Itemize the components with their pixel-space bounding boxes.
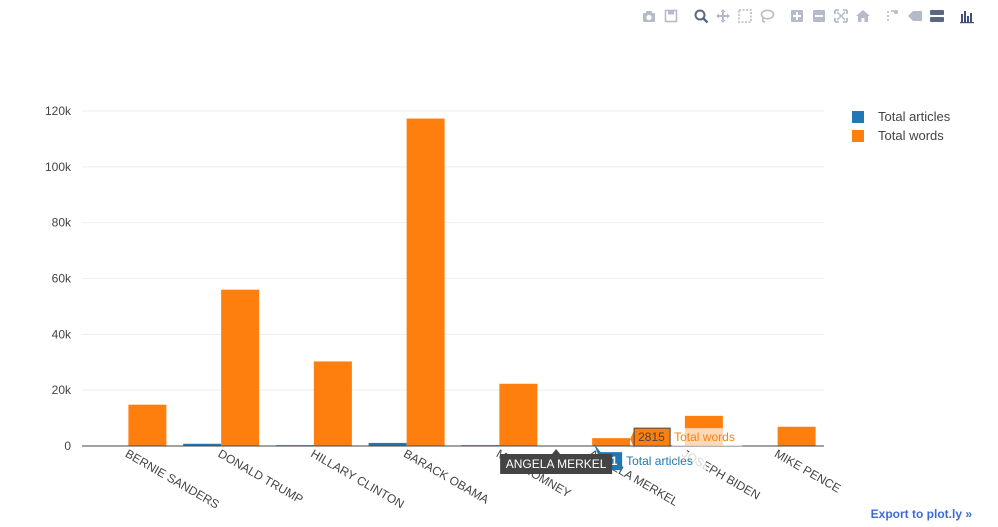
x-tick-label: MIKE PENCE bbox=[772, 446, 843, 495]
legend-label-words: Total words bbox=[878, 128, 944, 143]
legend-swatch-articles bbox=[852, 110, 864, 123]
plotly-logo-button[interactable] bbox=[958, 7, 976, 25]
zoom-in-icon bbox=[791, 10, 803, 22]
bar-words-angela-merkel bbox=[592, 438, 631, 446]
y-tick-label: 60k bbox=[52, 272, 72, 286]
legend: Total articles Total words bbox=[852, 107, 950, 145]
zoom-out-icon bbox=[813, 10, 825, 22]
y-tick-label: 80k bbox=[52, 216, 72, 230]
autoscale-button[interactable] bbox=[832, 7, 850, 25]
x-tick-label: BARACK OBAMA bbox=[401, 446, 491, 506]
modebar-group bbox=[640, 7, 680, 25]
x-tick-label: HILLARY CLINTON bbox=[308, 446, 406, 511]
hover-closest-button[interactable] bbox=[906, 7, 924, 25]
hover-category-pointer bbox=[552, 449, 561, 454]
bar-words-mike-pence bbox=[777, 426, 816, 446]
modebar-group bbox=[788, 7, 872, 25]
lasso-select-icon bbox=[760, 9, 775, 23]
legend-label-articles: Total articles bbox=[878, 109, 951, 124]
zoom-out-button[interactable] bbox=[810, 7, 828, 25]
pan-button[interactable] bbox=[714, 7, 732, 25]
save-icon bbox=[664, 9, 678, 23]
lasso-select-button[interactable] bbox=[758, 7, 776, 25]
camera-icon bbox=[643, 11, 655, 22]
legend-item-total-words[interactable]: Total words bbox=[852, 126, 950, 145]
bar-words-mitt-romney bbox=[499, 383, 538, 446]
zoom-icon bbox=[694, 9, 709, 24]
zoom-in-button[interactable] bbox=[788, 7, 806, 25]
y-tick-label: 0 bbox=[64, 439, 71, 453]
zoom-button[interactable] bbox=[692, 7, 710, 25]
hover-words-pointer bbox=[630, 430, 635, 449]
legend-swatch-words bbox=[852, 129, 864, 142]
legend-item-total-articles[interactable]: Total articles bbox=[852, 107, 950, 126]
save-button[interactable] bbox=[662, 7, 680, 25]
y-tick-label: 40k bbox=[52, 327, 72, 341]
bar-articles-barack-obama bbox=[368, 442, 407, 446]
bar-articles-donald-trump bbox=[183, 443, 222, 446]
hover-articles-label-bg bbox=[624, 452, 707, 471]
box-select-icon bbox=[738, 9, 752, 23]
hover-compare-button[interactable] bbox=[928, 7, 946, 25]
box-select-button[interactable] bbox=[736, 7, 754, 25]
export-to-plotly-link[interactable]: Export to plot.ly » bbox=[870, 507, 972, 521]
hover-compare-icon bbox=[930, 10, 944, 22]
hover-articles-label: Total articles bbox=[626, 454, 693, 468]
home-button[interactable] bbox=[854, 7, 872, 25]
bar-words-hillary-clinton bbox=[313, 361, 352, 446]
spike-lines-icon bbox=[887, 10, 898, 21]
modebar-group bbox=[958, 7, 976, 25]
home-icon bbox=[856, 10, 870, 22]
hover-words-box bbox=[633, 427, 671, 447]
hover-words-label: Total words bbox=[674, 430, 735, 444]
hover-words-label-bg bbox=[672, 428, 743, 447]
x-tick-label: BERNIE SANDERS bbox=[123, 446, 222, 511]
hover-words-value: 2815 bbox=[638, 430, 665, 444]
modebar bbox=[634, 6, 976, 26]
y-tick-label: 120k bbox=[45, 104, 72, 118]
x-tick-label: DONALD TRUMP bbox=[216, 446, 306, 506]
hover-category-label: ANGELA MERKEL bbox=[506, 457, 607, 471]
y-tick-label: 100k bbox=[45, 160, 72, 174]
modebar-group bbox=[884, 7, 946, 25]
pan-icon bbox=[716, 9, 730, 23]
modebar-group bbox=[692, 7, 776, 25]
hover-closest-icon bbox=[908, 11, 922, 21]
y-tick-label: 20k bbox=[52, 383, 72, 397]
bar-words-barack-obama bbox=[406, 118, 445, 446]
spike-lines-button[interactable] bbox=[884, 7, 902, 25]
hover-category-box bbox=[500, 454, 613, 474]
bar-words-donald-trump bbox=[221, 289, 260, 446]
autoscale-icon bbox=[834, 9, 848, 23]
plotly-logo-icon bbox=[960, 11, 974, 24]
camera-button[interactable] bbox=[640, 7, 658, 25]
bar-words-bernie-sanders bbox=[128, 404, 167, 446]
